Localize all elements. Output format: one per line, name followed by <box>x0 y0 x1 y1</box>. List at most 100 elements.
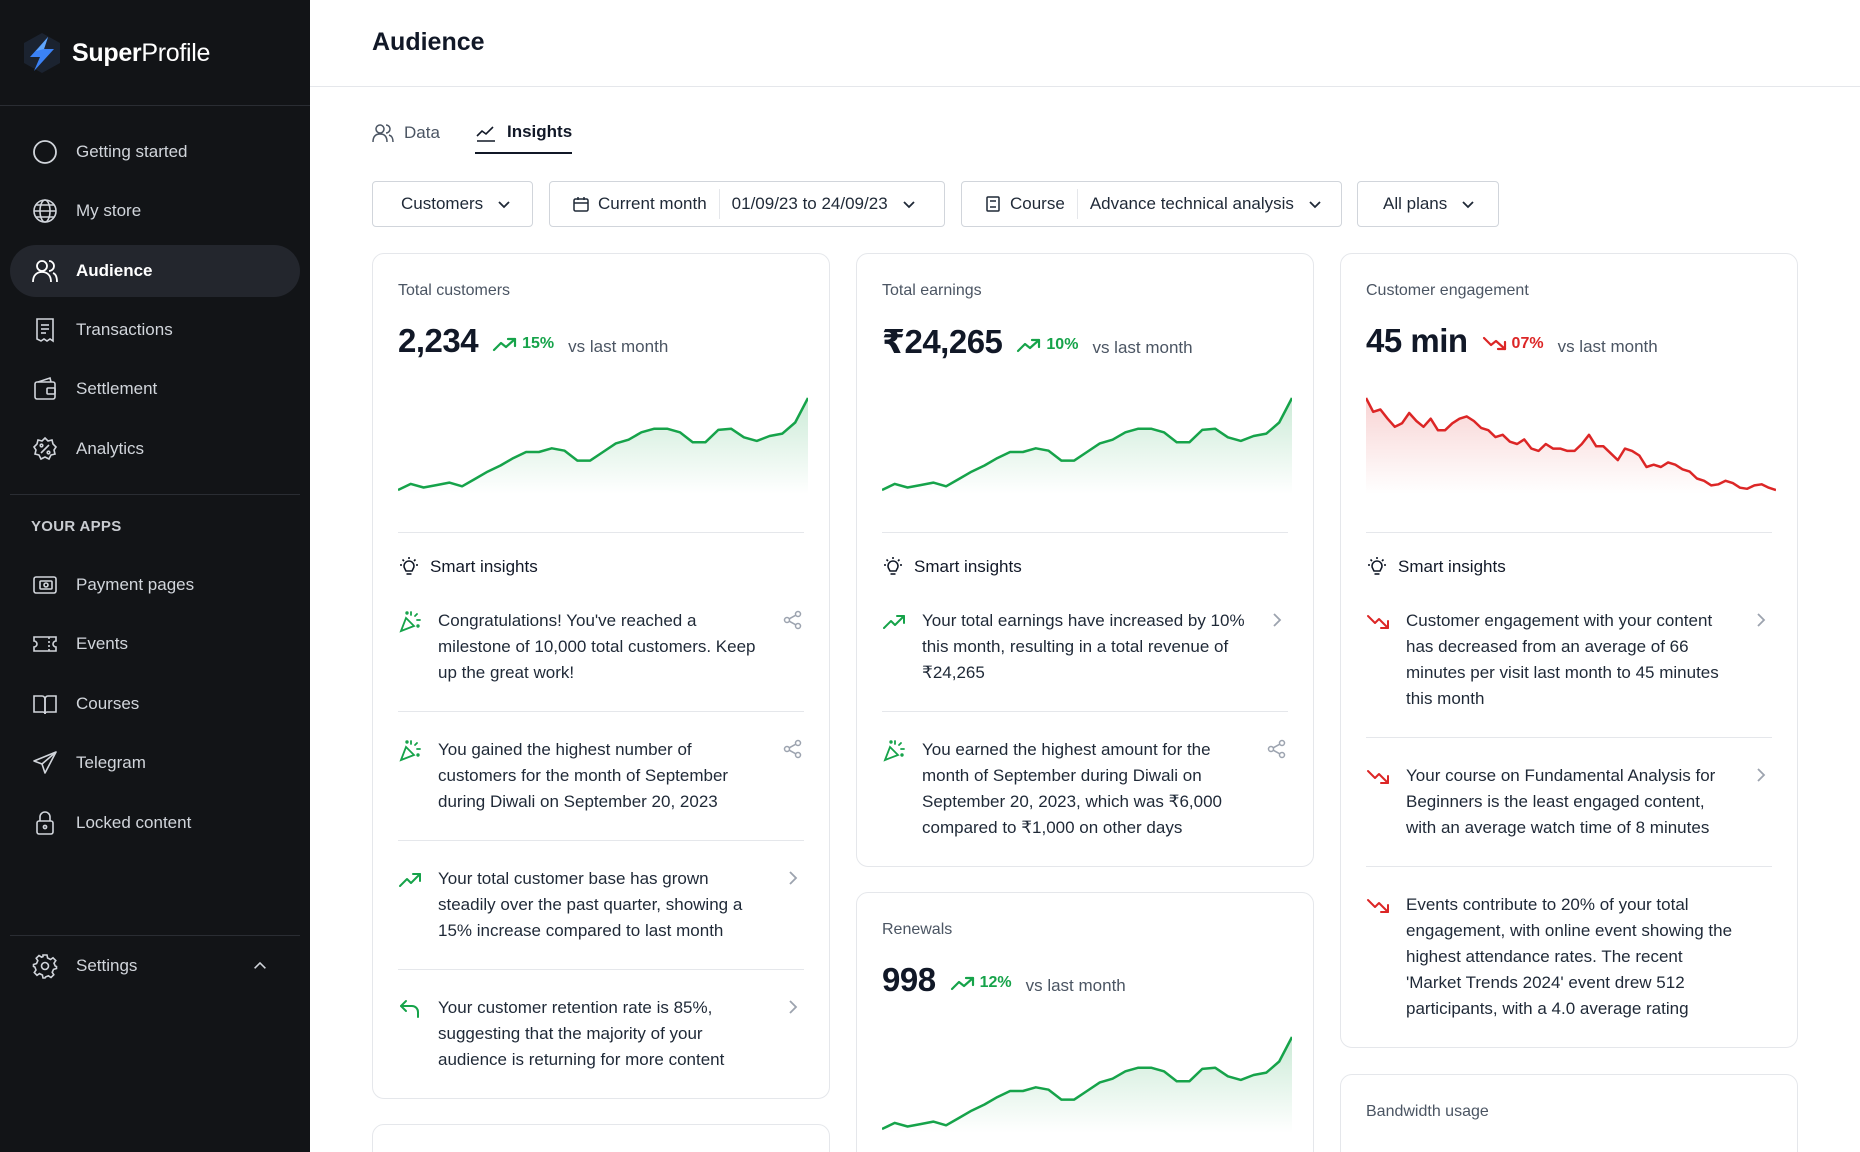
page-header: Audience <box>310 0 1860 87</box>
return-icon <box>400 1000 419 1018</box>
insight-divider <box>1366 737 1772 738</box>
sidebar-item-telegram[interactable]: Telegram <box>10 737 300 789</box>
comparison-label: vs last month <box>568 337 669 356</box>
sidebar-item-analytics[interactable]: Analytics <box>10 423 300 475</box>
insight-divider <box>1366 866 1772 867</box>
sidebar-item-audience[interactable]: Audience <box>10 245 300 297</box>
sidebar-item-payment-pages[interactable]: Payment pages <box>10 559 300 611</box>
chevron-right-icon[interactable] <box>1750 609 1772 631</box>
insight-divider <box>398 840 804 841</box>
share-icon[interactable] <box>782 738 804 760</box>
chevron-right-icon[interactable] <box>1750 764 1772 786</box>
sidebar-item-getting-started[interactable]: Getting started <box>10 126 300 178</box>
sidebar-item-label: Getting started <box>76 142 188 161</box>
sidebar-divider <box>10 935 300 936</box>
lightbulb-icon <box>400 557 418 575</box>
insight-item[interactable]: Your customer retention rate is 85%, sug… <box>398 995 804 1073</box>
insight-text: Your course on Fundamental Analysis for … <box>1406 766 1716 837</box>
smart-insights-title: Smart insights <box>1366 556 1506 578</box>
send-icon <box>33 751 57 774</box>
celebration-icon <box>883 740 905 762</box>
sidebar-item-events[interactable]: Events <box>10 618 300 670</box>
date-filter[interactable]: Current month 01/09/23 to 24/09/23 <box>549 181 945 227</box>
sidebar-item-settlement[interactable]: Settlement <box>10 363 300 415</box>
sparkline-area <box>398 398 808 494</box>
sparkline-line <box>882 1036 1292 1131</box>
smart-insights-label: Smart insights <box>430 557 538 576</box>
delta-badge: 10% <box>1016 336 1078 354</box>
sidebar-item-label: Telegram <box>76 753 146 772</box>
sidebar-item-label: Events <box>76 634 128 653</box>
apps-section-label: YOUR APPS <box>31 518 122 535</box>
insight-text: Congratulations! You've reached a milest… <box>438 611 756 682</box>
celebration-icon <box>399 740 421 762</box>
insight-text: Events contribute to 20% of your total e… <box>1406 895 1733 1018</box>
customer-engagement-card: Customer engagement 45 min 07% vs last m… <box>1340 253 1798 1048</box>
chevron-right-icon[interactable] <box>782 996 804 1018</box>
insight-item[interactable]: Congratulations! You've reached a milest… <box>398 608 804 686</box>
earnings-sparkline <box>882 397 1292 494</box>
brand-logo[interactable]: SuperProfile <box>22 28 210 78</box>
period-value: Current month <box>598 194 707 213</box>
chart-line-icon <box>476 126 495 142</box>
sidebar-divider <box>10 494 300 495</box>
insight-text: You earned the highest amount for the mo… <box>922 740 1222 837</box>
page-title: Audience <box>372 28 485 56</box>
insight-item[interactable]: Your total customer base has grown stead… <box>398 866 804 944</box>
insight-text: You gained the highest number of custome… <box>438 740 729 811</box>
chevron-right-icon[interactable] <box>782 867 804 889</box>
sidebar: SuperProfile Getting started My store Au… <box>0 0 310 1152</box>
insight-item[interactable]: Your total earnings have increased by 10… <box>882 608 1288 686</box>
insight-item[interactable]: You gained the highest number of custome… <box>398 737 804 815</box>
chevron-up-icon[interactable] <box>250 956 270 976</box>
sidebar-item-label: Locked content <box>76 813 192 832</box>
tab-data[interactable]: Data <box>372 112 440 154</box>
smart-insights-label: Smart insights <box>914 557 1022 576</box>
share-icon[interactable] <box>782 609 804 631</box>
insight-item[interactable]: Customer engagement with your content ha… <box>1366 608 1772 712</box>
sidebar-item-my-store[interactable]: My store <box>10 185 300 237</box>
book-icon <box>986 196 1000 212</box>
insight-text: Your total earnings have increased by 10… <box>922 611 1245 682</box>
sidebar-item-locked-content[interactable]: Locked content <box>10 797 300 849</box>
gear-icon <box>32 954 58 979</box>
chevron-right-icon[interactable] <box>1266 609 1288 631</box>
tab-insights[interactable]: Insights <box>475 112 573 154</box>
card-title: Renewals <box>882 921 953 938</box>
smart-insights-label: Smart insights <box>1398 557 1506 576</box>
sidebar-item-label: Courses <box>76 694 140 713</box>
comparison-label: vs last month <box>1092 338 1193 357</box>
sidebar-item-label: Payment pages <box>76 575 195 594</box>
chevron-down-icon <box>903 201 915 209</box>
plans-filter[interactable]: All plans <box>1357 181 1499 227</box>
card-divider <box>1366 532 1772 533</box>
sidebar-item-label: Settings <box>76 956 138 975</box>
insight-divider <box>398 969 804 970</box>
lightbulb-icon <box>1368 557 1386 575</box>
sparkline-area <box>882 1037 1292 1133</box>
insight-item[interactable]: You earned the highest amount for the mo… <box>882 737 1288 841</box>
metric-row: 45 min 07% vs last month <box>1366 322 1658 360</box>
filter-separator <box>1076 189 1078 219</box>
sidebar-item-transactions[interactable]: Transactions <box>10 304 300 356</box>
celebration-icon <box>399 611 421 633</box>
delta-value: 12% <box>979 974 1012 991</box>
insight-item[interactable]: Your course on Fundamental Analysis for … <box>1366 763 1772 841</box>
card-title: Total customers <box>398 282 511 299</box>
metric-value: 2,234 <box>398 322 479 359</box>
audience-filter[interactable]: Customers <box>372 181 533 227</box>
share-icon[interactable] <box>1266 738 1288 760</box>
audience-filter-value: Customers <box>401 194 484 213</box>
sidebar-item-courses[interactable]: Courses <box>10 678 300 730</box>
circle-icon <box>33 140 57 164</box>
users-icon <box>32 260 58 283</box>
chevron-down-icon <box>1309 201 1321 209</box>
product-filter[interactable]: Course Advance technical analysis <box>961 181 1342 227</box>
insight-item[interactable]: Events contribute to 20% of your total e… <box>1366 892 1772 1022</box>
badge-percent-icon <box>32 436 58 461</box>
sidebar-item-settings[interactable]: Settings <box>10 940 290 992</box>
next-card-partial <box>372 1124 830 1152</box>
comparison-label: vs last month <box>1557 337 1658 356</box>
insight-text: Your total customer base has grown stead… <box>438 869 743 940</box>
smart-insights-title: Smart insights <box>398 556 538 578</box>
